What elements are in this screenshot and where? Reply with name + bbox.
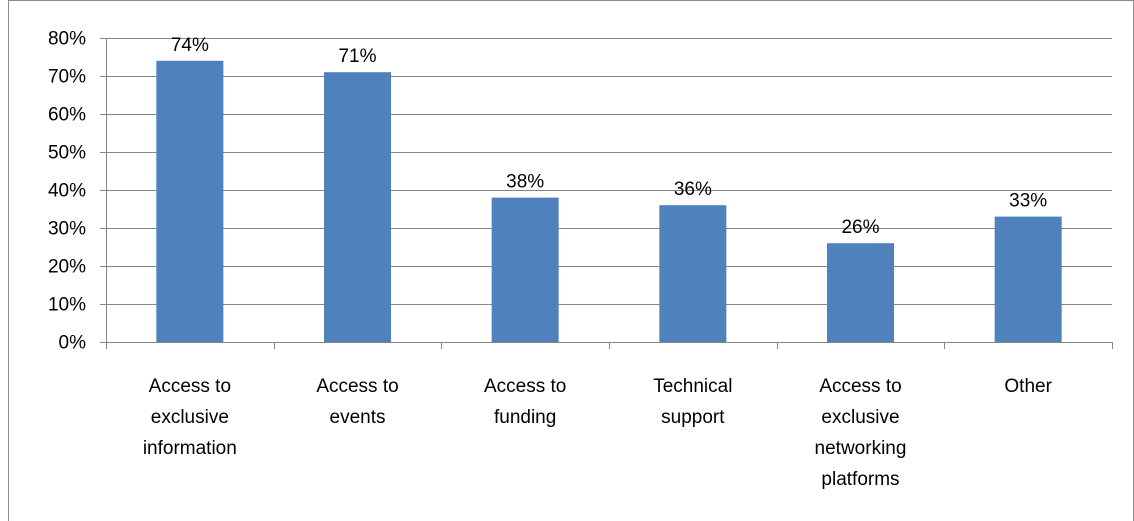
data-labels: 74% 71% 38% 36% 26% 33% (171, 35, 1047, 238)
x-tick-label-line: Access to (819, 376, 901, 397)
y-tick-label: 30% (48, 219, 86, 240)
bar (827, 243, 894, 342)
y-tick-label: 10% (48, 295, 86, 316)
y-tick-label: 50% (48, 143, 86, 164)
x-tick-label: Access to funding (484, 376, 566, 428)
x-tick-label-line: Access to (484, 376, 566, 397)
x-tick-label-line: Technical (653, 376, 732, 397)
data-label: 74% (171, 35, 209, 56)
x-tick-label-line: networking (815, 438, 907, 459)
y-tick-label: 20% (48, 257, 86, 278)
x-tick-label-line: Access to (316, 376, 398, 397)
x-tick-label: Access to exclusive networking platforms (815, 376, 907, 490)
bar (324, 72, 391, 342)
bars (156, 60, 1062, 343)
x-tick-label-line: platforms (821, 469, 899, 490)
gridlines (106, 38, 1112, 305)
x-tick-label-line: support (661, 407, 725, 428)
x-tick-labels: Access to exclusive information Access to ev… (143, 376, 1053, 490)
data-label: 33% (1009, 191, 1047, 212)
axes (100, 38, 1113, 349)
x-tick-label: Other (1004, 376, 1052, 397)
bar (491, 197, 559, 342)
y-tick-label: 70% (48, 67, 86, 88)
data-label: 71% (338, 46, 376, 67)
x-tick-label-line: Access to (149, 376, 231, 397)
y-tick-label: 40% (48, 181, 86, 202)
x-tick-label-line: exclusive (151, 407, 229, 428)
x-tick-label: Access to events (316, 376, 398, 428)
y-tick-label: 60% (48, 105, 86, 126)
y-tick-label: 80% (48, 29, 86, 50)
bar (659, 205, 727, 342)
data-label: 26% (841, 217, 879, 238)
y-tick-labels: 0% 10% 20% 30% 40% 50% 60% 70% 80% (48, 29, 86, 354)
x-tick-label: Access to exclusive information (143, 376, 237, 459)
x-tick-label-line: Other (1004, 376, 1052, 397)
x-tick-label-line: events (330, 407, 386, 428)
x-tick-label: Technical support (653, 376, 732, 428)
bar (994, 216, 1062, 342)
data-label: 38% (506, 172, 544, 193)
data-label: 36% (674, 179, 712, 200)
x-tick-label-line: funding (494, 407, 556, 428)
x-tick-label-line: exclusive (821, 407, 899, 428)
x-tick-label-line: information (143, 438, 237, 459)
bar (156, 60, 224, 343)
y-tick-label: 0% (59, 333, 87, 354)
